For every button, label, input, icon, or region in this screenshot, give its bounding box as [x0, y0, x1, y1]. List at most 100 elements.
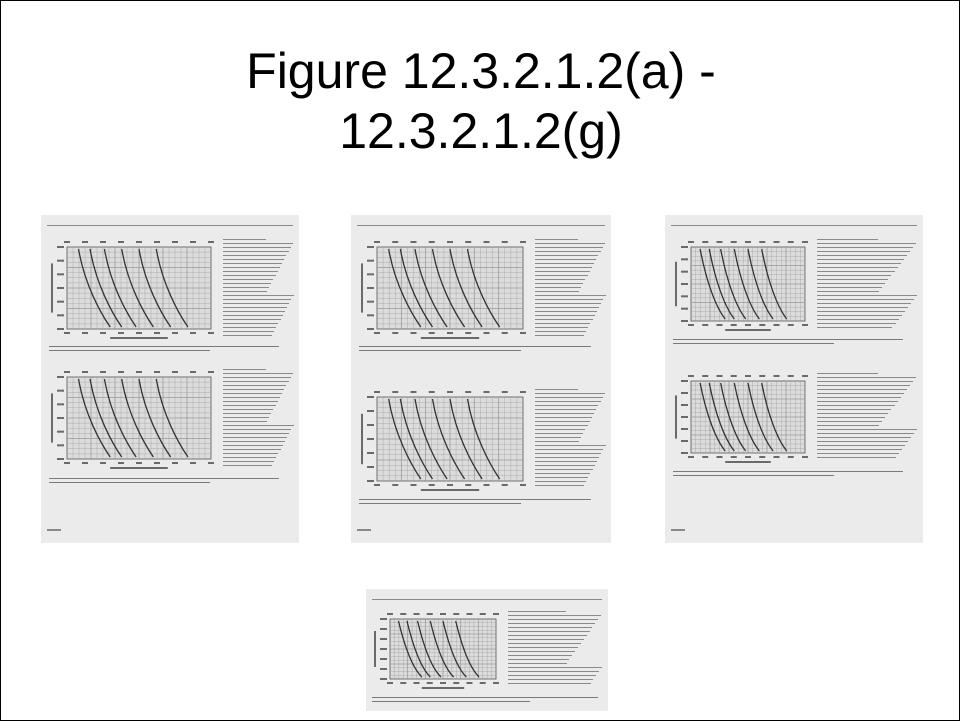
legend-text-line — [223, 271, 278, 272]
legend-text-line — [535, 267, 592, 268]
thumbnail-g-figure-legend — [508, 611, 604, 687]
x-tick-label-top — [154, 371, 160, 373]
caption-text-line — [359, 350, 522, 351]
figure-thumbnail-a — [41, 215, 299, 543]
design-curve — [388, 398, 422, 480]
legend-text-line — [223, 465, 272, 466]
legend-text-line — [817, 283, 886, 284]
x-tick-label-top — [172, 371, 178, 373]
legend-text-line — [223, 295, 294, 296]
x-tick-label-top — [745, 241, 751, 243]
legend-text-line — [508, 675, 597, 676]
legend-text-line — [535, 295, 606, 296]
y-tick-label — [681, 270, 688, 273]
x-tick-label — [716, 456, 723, 458]
y-tick-label — [367, 480, 374, 482]
legend-text-line — [508, 655, 573, 656]
thumbnail-b-figure-1-chart-svg — [361, 241, 526, 339]
x-tick-label — [483, 484, 490, 486]
design-curve — [429, 620, 455, 678]
x-tick-label-top — [730, 241, 737, 243]
legend-text-line — [223, 307, 288, 308]
x-tick-label-top — [374, 391, 380, 393]
legend-text-line — [223, 323, 279, 324]
legend-text-line — [223, 441, 285, 442]
x-tick-label — [773, 456, 780, 458]
legend-text-line — [817, 287, 883, 288]
legend-text-line — [223, 331, 275, 332]
x-tick-label-top — [392, 241, 399, 243]
design-curve — [733, 382, 760, 452]
legend-text-line — [223, 409, 274, 410]
thumbnail-c-figure-1-caption — [673, 339, 903, 347]
legend-text-line — [223, 279, 274, 280]
x-tick-label-top — [100, 241, 106, 243]
legend-text-line — [817, 389, 907, 390]
y-tick-label — [57, 444, 64, 447]
legend-text-line — [535, 263, 595, 264]
design-curve — [406, 620, 431, 678]
legend-text-line — [535, 247, 603, 248]
x-tick-label-top — [118, 241, 124, 243]
x-tick-label — [702, 324, 709, 326]
thumbnail-g-figure-caption — [372, 697, 598, 705]
x-tick-label-top — [479, 613, 486, 615]
x-tick-label-top — [82, 241, 88, 243]
design-curve — [720, 382, 747, 452]
x-tick-label — [745, 456, 751, 458]
legend-text-line — [223, 327, 277, 328]
y-tick-label — [681, 404, 688, 406]
legend-text-line — [535, 421, 590, 422]
thumbnail-c-figure-2-caption — [673, 471, 903, 479]
y-tick-label — [367, 314, 374, 317]
x-tick-label — [190, 332, 196, 334]
design-curve — [138, 378, 172, 458]
design-curve — [733, 248, 760, 320]
x-tick-label — [730, 324, 737, 326]
legend-text-line — [535, 283, 584, 284]
design-curve — [761, 382, 788, 452]
design-curve — [761, 248, 788, 320]
legend-text-line — [817, 327, 893, 328]
legend-text-line — [817, 381, 913, 382]
x-tick-label — [493, 682, 499, 684]
legend-text-line — [508, 671, 600, 672]
legend-text-line — [535, 465, 595, 466]
y-axis-title — [675, 395, 677, 439]
legend-text-line — [223, 401, 278, 402]
legend-text-line — [817, 323, 896, 324]
legend-text-line — [535, 481, 587, 482]
design-curve — [121, 248, 154, 328]
legend-text-line — [223, 421, 267, 422]
legend-text-line — [535, 397, 603, 398]
legend-text-line — [223, 251, 289, 252]
legend-text-line — [535, 433, 584, 434]
legend-text-line — [535, 311, 597, 312]
thumbnail-a-figure-1-caption — [49, 346, 279, 354]
legend-text-line — [508, 627, 593, 628]
thumbnail-a-page-footer — [47, 529, 61, 531]
legend-text-line — [223, 255, 287, 256]
x-tick-label — [172, 332, 178, 334]
legend-text-line — [817, 315, 902, 316]
x-tick-label-top — [773, 375, 780, 377]
design-curve — [138, 248, 172, 328]
y-axis-title — [374, 631, 376, 667]
x-tick-label — [82, 332, 88, 334]
legend-text-line — [535, 453, 602, 454]
x-tick-label — [190, 462, 196, 464]
design-curve — [397, 620, 423, 678]
x-tick-label — [730, 456, 737, 458]
x-tick-label — [136, 332, 142, 334]
legend-text-line — [508, 639, 584, 640]
x-tick-label — [440, 682, 446, 684]
y-tick-label — [57, 287, 64, 289]
y-tick-label — [57, 300, 64, 303]
legend-text-line — [508, 615, 602, 616]
legend-text-line — [535, 243, 605, 244]
x-tick-label — [100, 332, 106, 334]
legend-text-line — [223, 437, 288, 438]
y-tick-label — [57, 417, 64, 419]
legend-text-line — [535, 239, 579, 240]
legend-text-line — [535, 477, 589, 478]
